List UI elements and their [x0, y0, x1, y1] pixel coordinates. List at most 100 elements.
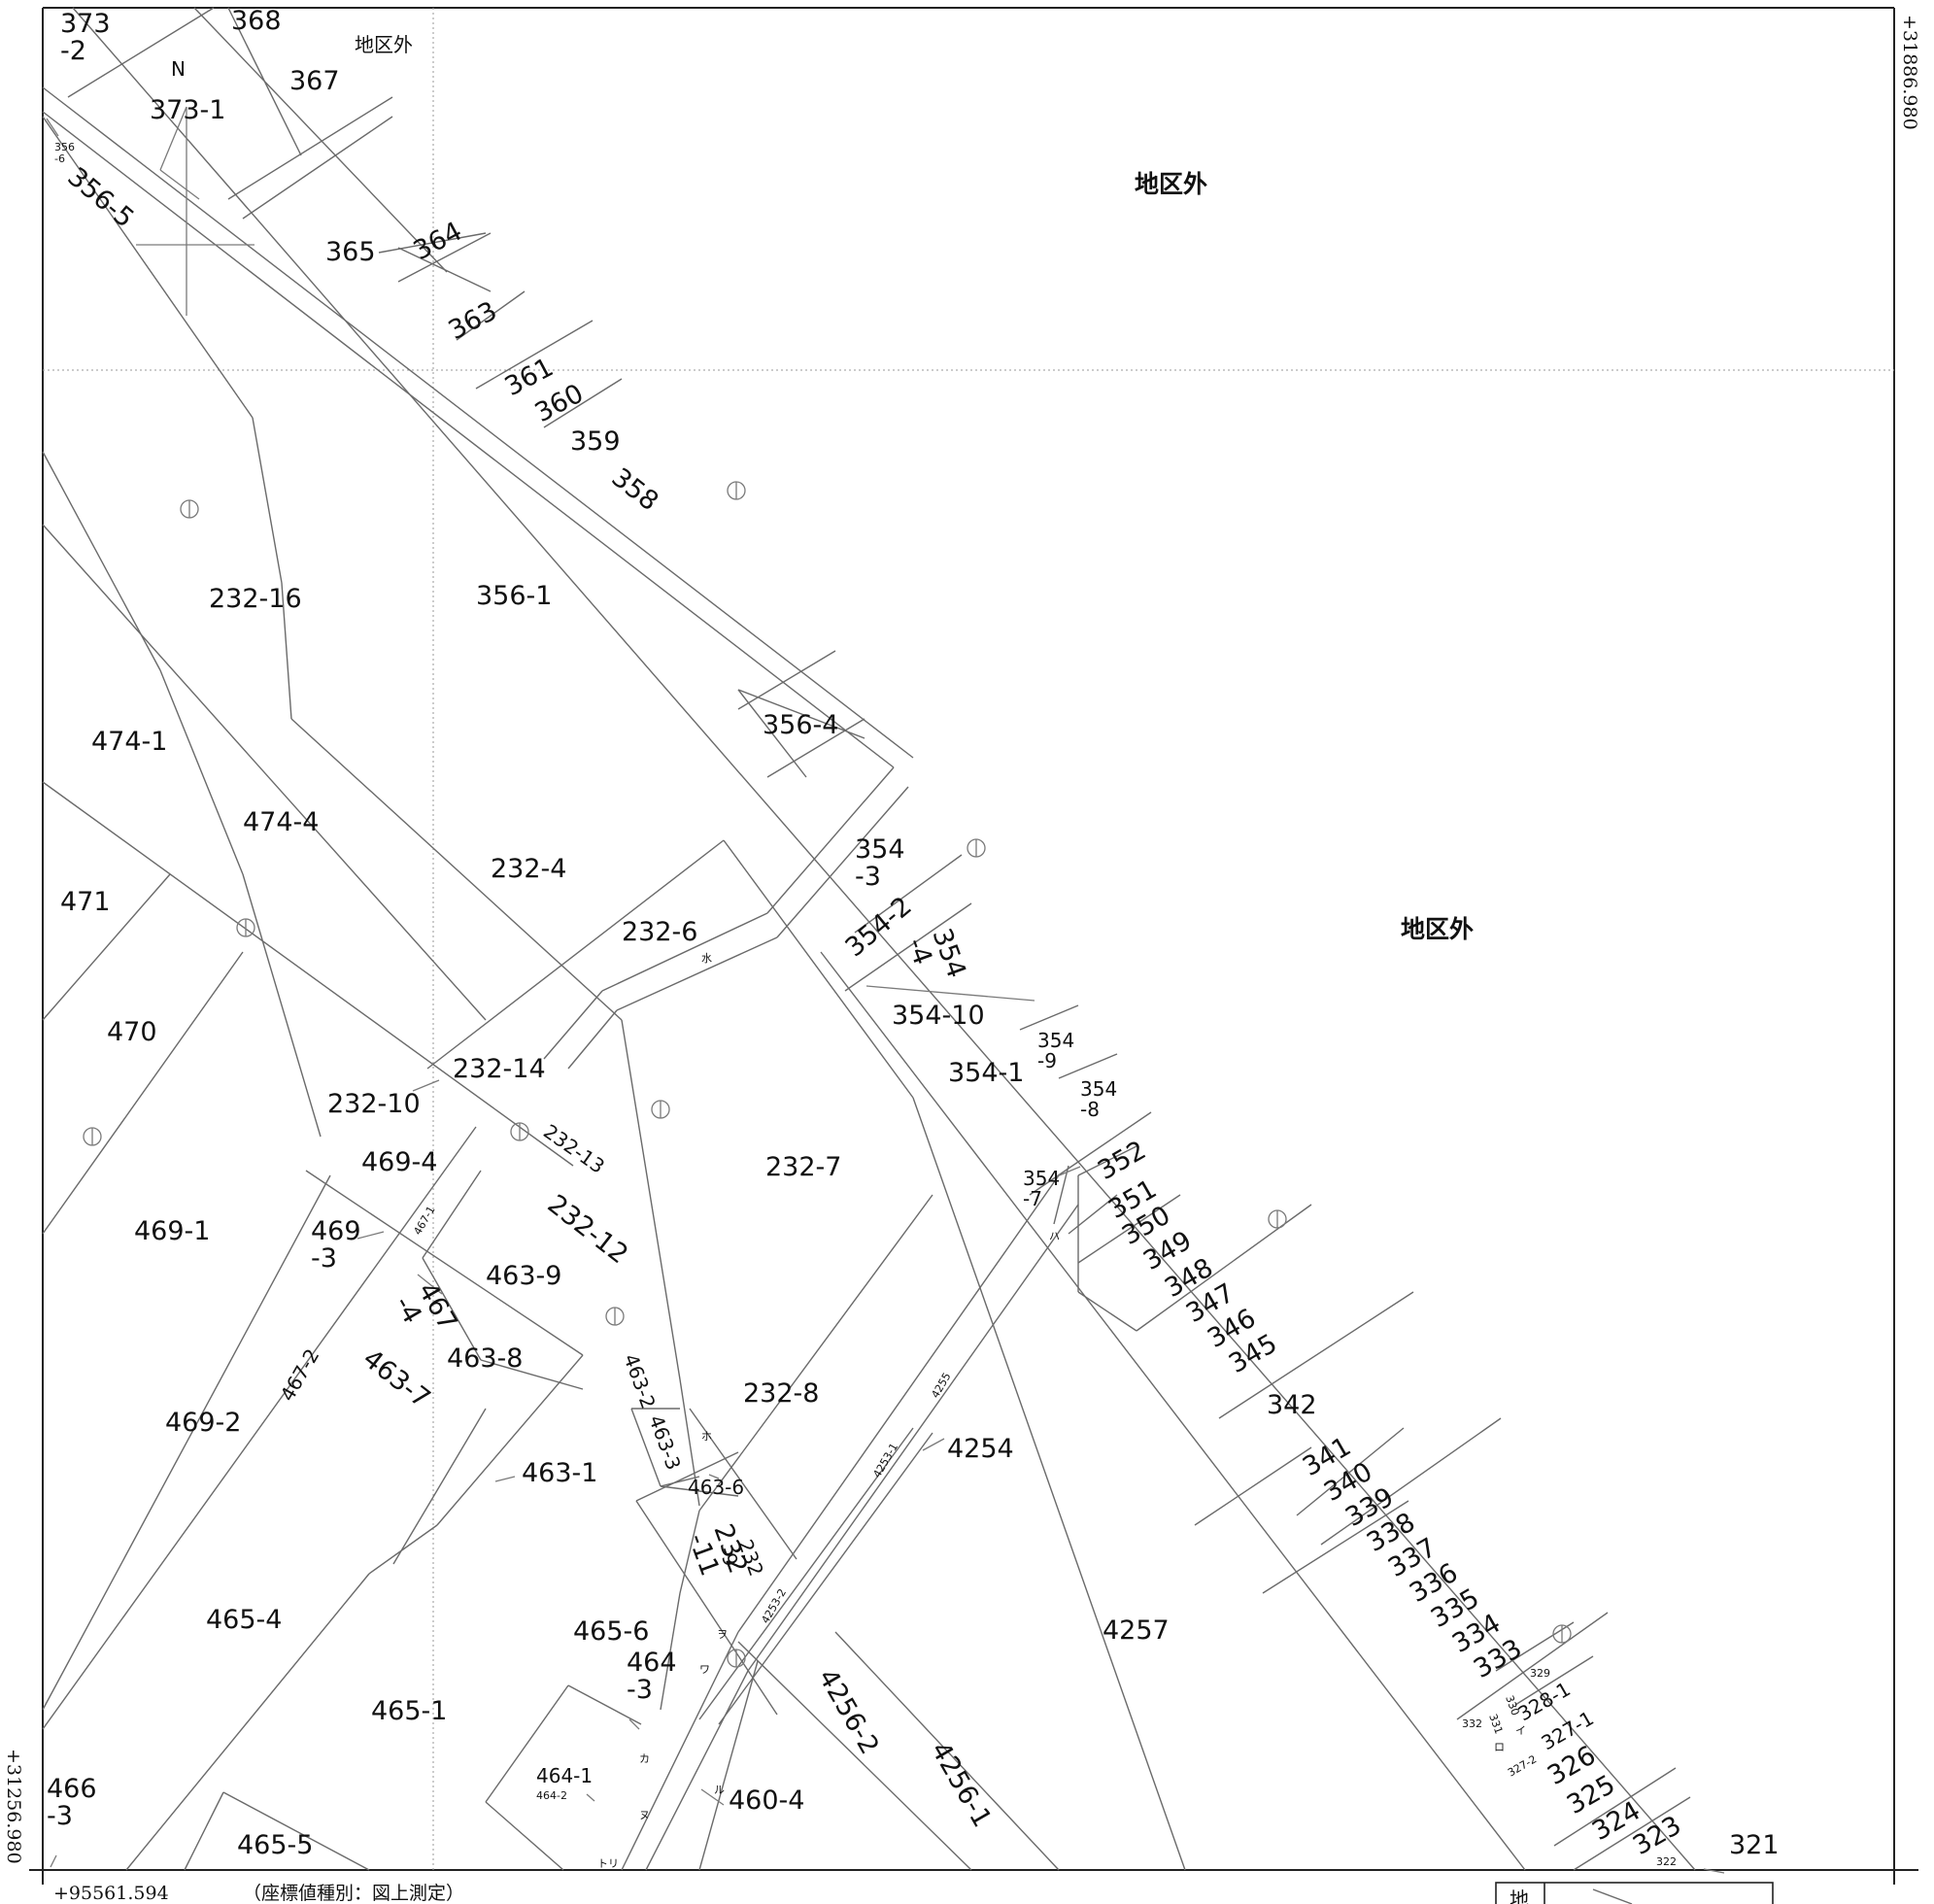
parcel-label: 232-8 [743, 1378, 819, 1409]
waterway-mark: ヲ [717, 1628, 728, 1641]
parcel-label: 463-2 [619, 1351, 660, 1412]
parcel-label: 367 [289, 66, 340, 96]
parcel-label: 356-5 [62, 162, 140, 234]
north-arrow: N [136, 57, 254, 316]
outside-area-label: 地区外 [1135, 170, 1207, 198]
survey-markers [83, 481, 1572, 1668]
parcel-label: 232-10 [327, 1089, 421, 1119]
parcel-label: 354-1 [948, 1058, 1024, 1088]
parcel-label: 464-2 [536, 1789, 567, 1802]
parcel-label: 232-12 [542, 1189, 633, 1270]
waterway-mark: イ [1515, 1724, 1526, 1737]
parcel-label: 364 [409, 217, 467, 267]
parcel-label: 373-1 [150, 95, 225, 125]
survey-point-icon [651, 1100, 670, 1119]
parcel-label: 460-4 [729, 1785, 804, 1816]
parcel-label: 329 [1530, 1667, 1550, 1680]
outside-area-label: 地区外 [1401, 915, 1474, 943]
parcel-label: 471 [60, 887, 111, 917]
parcel-label: 465-6 [573, 1616, 649, 1647]
waterway-mark: ホ [701, 1430, 712, 1443]
parcel-label: 321 [1729, 1830, 1780, 1860]
parcel-label: 469-4 [361, 1147, 437, 1177]
parcel-label: 232-14 [453, 1054, 546, 1084]
parcel-boundaries [42, 7, 1696, 1871]
parcel-label: 232-6 [622, 917, 697, 947]
survey-point-icon [180, 499, 199, 519]
parcel-label: 354 -3 [855, 834, 905, 892]
outside-area-label: 地区外 [355, 33, 413, 56]
parcel-label: 465-4 [206, 1605, 282, 1635]
parcel-label: 327-2 [1506, 1752, 1539, 1779]
coordinate-bottom-left-y: +31256.980 [3, 1749, 24, 1864]
parcel-label: 331 [1486, 1713, 1505, 1736]
parcel-label: 465-5 [237, 1830, 313, 1860]
survey-point-icon [605, 1307, 625, 1326]
waterway-mark: ハ [1049, 1230, 1060, 1242]
parcel-label: 463-1 [522, 1458, 597, 1488]
parcel-label: 232-7 [765, 1152, 841, 1182]
parcel-label: 467-2 [276, 1344, 324, 1405]
parcel-label: 4256-2 [812, 1664, 885, 1759]
waterway-mark: トリ [597, 1857, 619, 1870]
waterway-marks: 水 ハ ホ ヲ ワ カ ル ヌ ロ イ トリ [597, 952, 1526, 1870]
parcel-label: 354-10 [892, 1001, 985, 1031]
parcel-label: 463-6 [688, 1476, 744, 1499]
parcel-label: 464 -3 [627, 1648, 677, 1705]
legend-box: 地 [1495, 1882, 1774, 1904]
parcel-label: 332 [1462, 1717, 1482, 1730]
parcel-label: 463-8 [447, 1343, 523, 1374]
map-frame [29, 7, 1918, 1885]
parcel-label: 363 [444, 296, 502, 347]
leader-arrows [46, 118, 1725, 1874]
parcel-label: 469-2 [165, 1408, 241, 1438]
parcel-label: 356 -6 [54, 141, 75, 165]
parcel-label: 354 -9 [1037, 1029, 1074, 1072]
parcel-label: 4256-1 [925, 1737, 998, 1832]
waterway-mark: 水 [701, 952, 712, 965]
survey-point-icon [236, 918, 255, 937]
parcel-label: 4257 [1103, 1615, 1170, 1646]
parcel-label: 359 [570, 426, 621, 457]
parcel-label: 466 -3 [47, 1774, 97, 1831]
waterway-mark: ル [714, 1784, 725, 1796]
survey-point-icon [967, 838, 986, 858]
coordinate-grid [43, 8, 1894, 1870]
parcel-label: 469-1 [134, 1216, 210, 1246]
survey-point-icon [510, 1122, 529, 1141]
coordinate-type-note: （座標値種別：図上測定） [243, 1883, 464, 1904]
parcel-label: 322 [1656, 1855, 1677, 1868]
parcel-label: 474-1 [91, 727, 167, 757]
coordinate-bottom-left-x: +95561.594 [53, 1883, 169, 1904]
parcel-label: 4253-1 [870, 1441, 900, 1479]
parcel-label: 463-3 [644, 1412, 685, 1474]
legend-char: 地 [1510, 1887, 1529, 1904]
parcel-label: 356-4 [763, 710, 838, 740]
waterway-mark: ヌ [639, 1809, 650, 1821]
survey-point-icon [1268, 1209, 1287, 1229]
parcel-label: 368 [231, 6, 282, 36]
parcel-label: 373 -2 [60, 9, 111, 66]
parcel-label: 463-9 [486, 1261, 561, 1291]
parcel-label: 342 [1267, 1390, 1317, 1420]
parcel-label: 232-16 [209, 584, 302, 614]
survey-point-icon [727, 1649, 746, 1668]
parcel-label: 358 [606, 462, 664, 517]
parcel-label: 474-4 [243, 807, 319, 837]
survey-point-icon [727, 481, 746, 500]
waterway-mark: ワ [699, 1663, 710, 1676]
survey-point-icon [83, 1127, 102, 1146]
parcel-label: 465-1 [371, 1696, 447, 1726]
coordinate-top-right: +31886.980 [1899, 15, 1920, 130]
parcel-label: 365 [325, 237, 376, 267]
waterway-mark: ロ [1494, 1741, 1505, 1753]
parcel-label: 356-1 [476, 581, 552, 611]
parcel-label: 464-1 [536, 1764, 593, 1787]
parcel-label: 469 -3 [311, 1216, 361, 1274]
survey-point-icon [1552, 1624, 1572, 1644]
parcel-label: 467-4 [389, 1277, 463, 1349]
parcel-label: 354 -8 [1080, 1077, 1117, 1121]
parcel-label: 232-4 [491, 854, 566, 884]
